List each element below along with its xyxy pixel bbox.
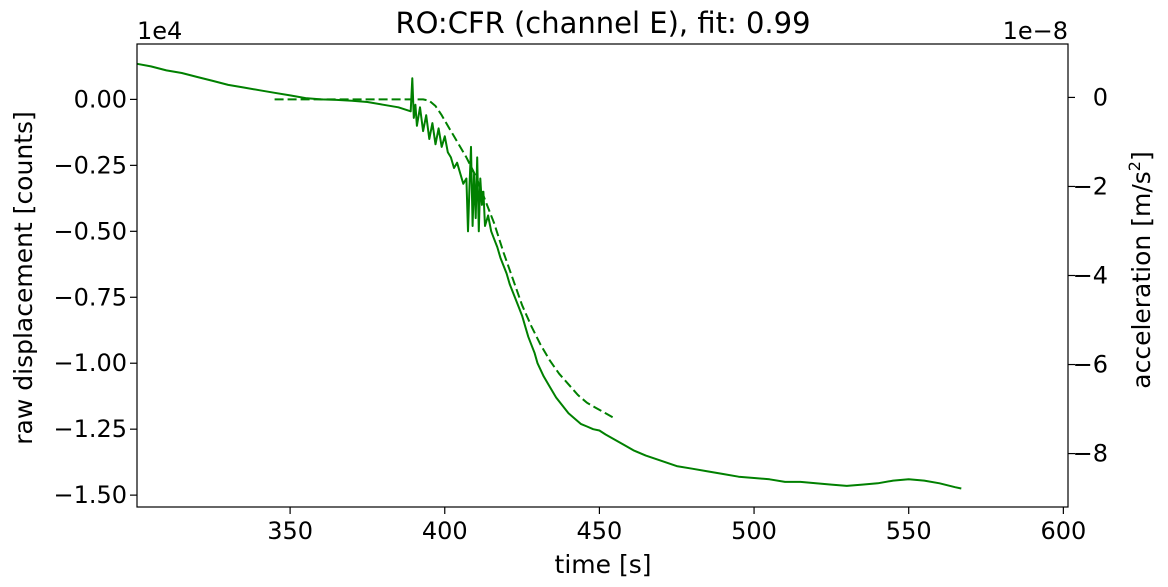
x-tick-label: 600 bbox=[1040, 517, 1086, 545]
y-left-tick-label: −0.50 bbox=[53, 217, 127, 245]
plot-area bbox=[137, 44, 1068, 507]
y-left-tick-label: −1.50 bbox=[53, 481, 127, 509]
y-axis-left-label: raw displacement [counts] bbox=[9, 111, 38, 444]
y-axis-right: 0 −2 −4 −6 −8 bbox=[1068, 83, 1108, 468]
chart-title: RO:CFR (channel E), fit: 0.99 bbox=[395, 6, 810, 40]
y-right-tick-label: −2 bbox=[1073, 172, 1108, 200]
y-right-tick-label: −8 bbox=[1073, 440, 1108, 468]
y-axis-right-label: acceleration [m/s2] bbox=[1125, 151, 1156, 388]
x-axis-label: time [s] bbox=[555, 550, 652, 579]
y-right-tick-label: −6 bbox=[1073, 351, 1108, 379]
y-axis-right-label-sup: 2 bbox=[1125, 161, 1144, 171]
y-right-tick-label: −4 bbox=[1073, 262, 1108, 290]
x-tick-label: 400 bbox=[422, 517, 468, 545]
y-left-tick-label: 0.00 bbox=[74, 85, 127, 113]
plot-frame bbox=[136, 43, 1069, 508]
left-offset-label: 1e4 bbox=[137, 17, 182, 45]
right-offset-label: 1e−8 bbox=[1003, 17, 1068, 45]
y-left-tick-label: −1.25 bbox=[53, 415, 127, 443]
displacement-curve bbox=[136, 62, 962, 490]
y-right-tick-label: 0 bbox=[1093, 83, 1108, 111]
y-left-tick-label: −0.75 bbox=[53, 283, 127, 311]
y-axis-right-label-tail: ] bbox=[1127, 151, 1156, 161]
fit-curve-dashed bbox=[274, 98, 616, 420]
y-left-tick-label: −1.00 bbox=[53, 349, 127, 377]
series-layer bbox=[136, 62, 962, 490]
x-tick-label: 500 bbox=[731, 517, 777, 545]
y-left-tick-label: −0.25 bbox=[53, 151, 127, 179]
x-tick-label: 550 bbox=[886, 517, 932, 545]
x-tick-label: 350 bbox=[267, 517, 313, 545]
y-axis-left: 0.00 −0.25 −0.50 −0.75 −1.00 −1.25 −1.50 bbox=[53, 85, 137, 509]
y-axis-right-label-main: acceleration [m/s bbox=[1127, 171, 1156, 389]
x-tick-label: 450 bbox=[577, 517, 623, 545]
x-axis: 350 400 450 500 550 600 bbox=[267, 507, 1086, 545]
